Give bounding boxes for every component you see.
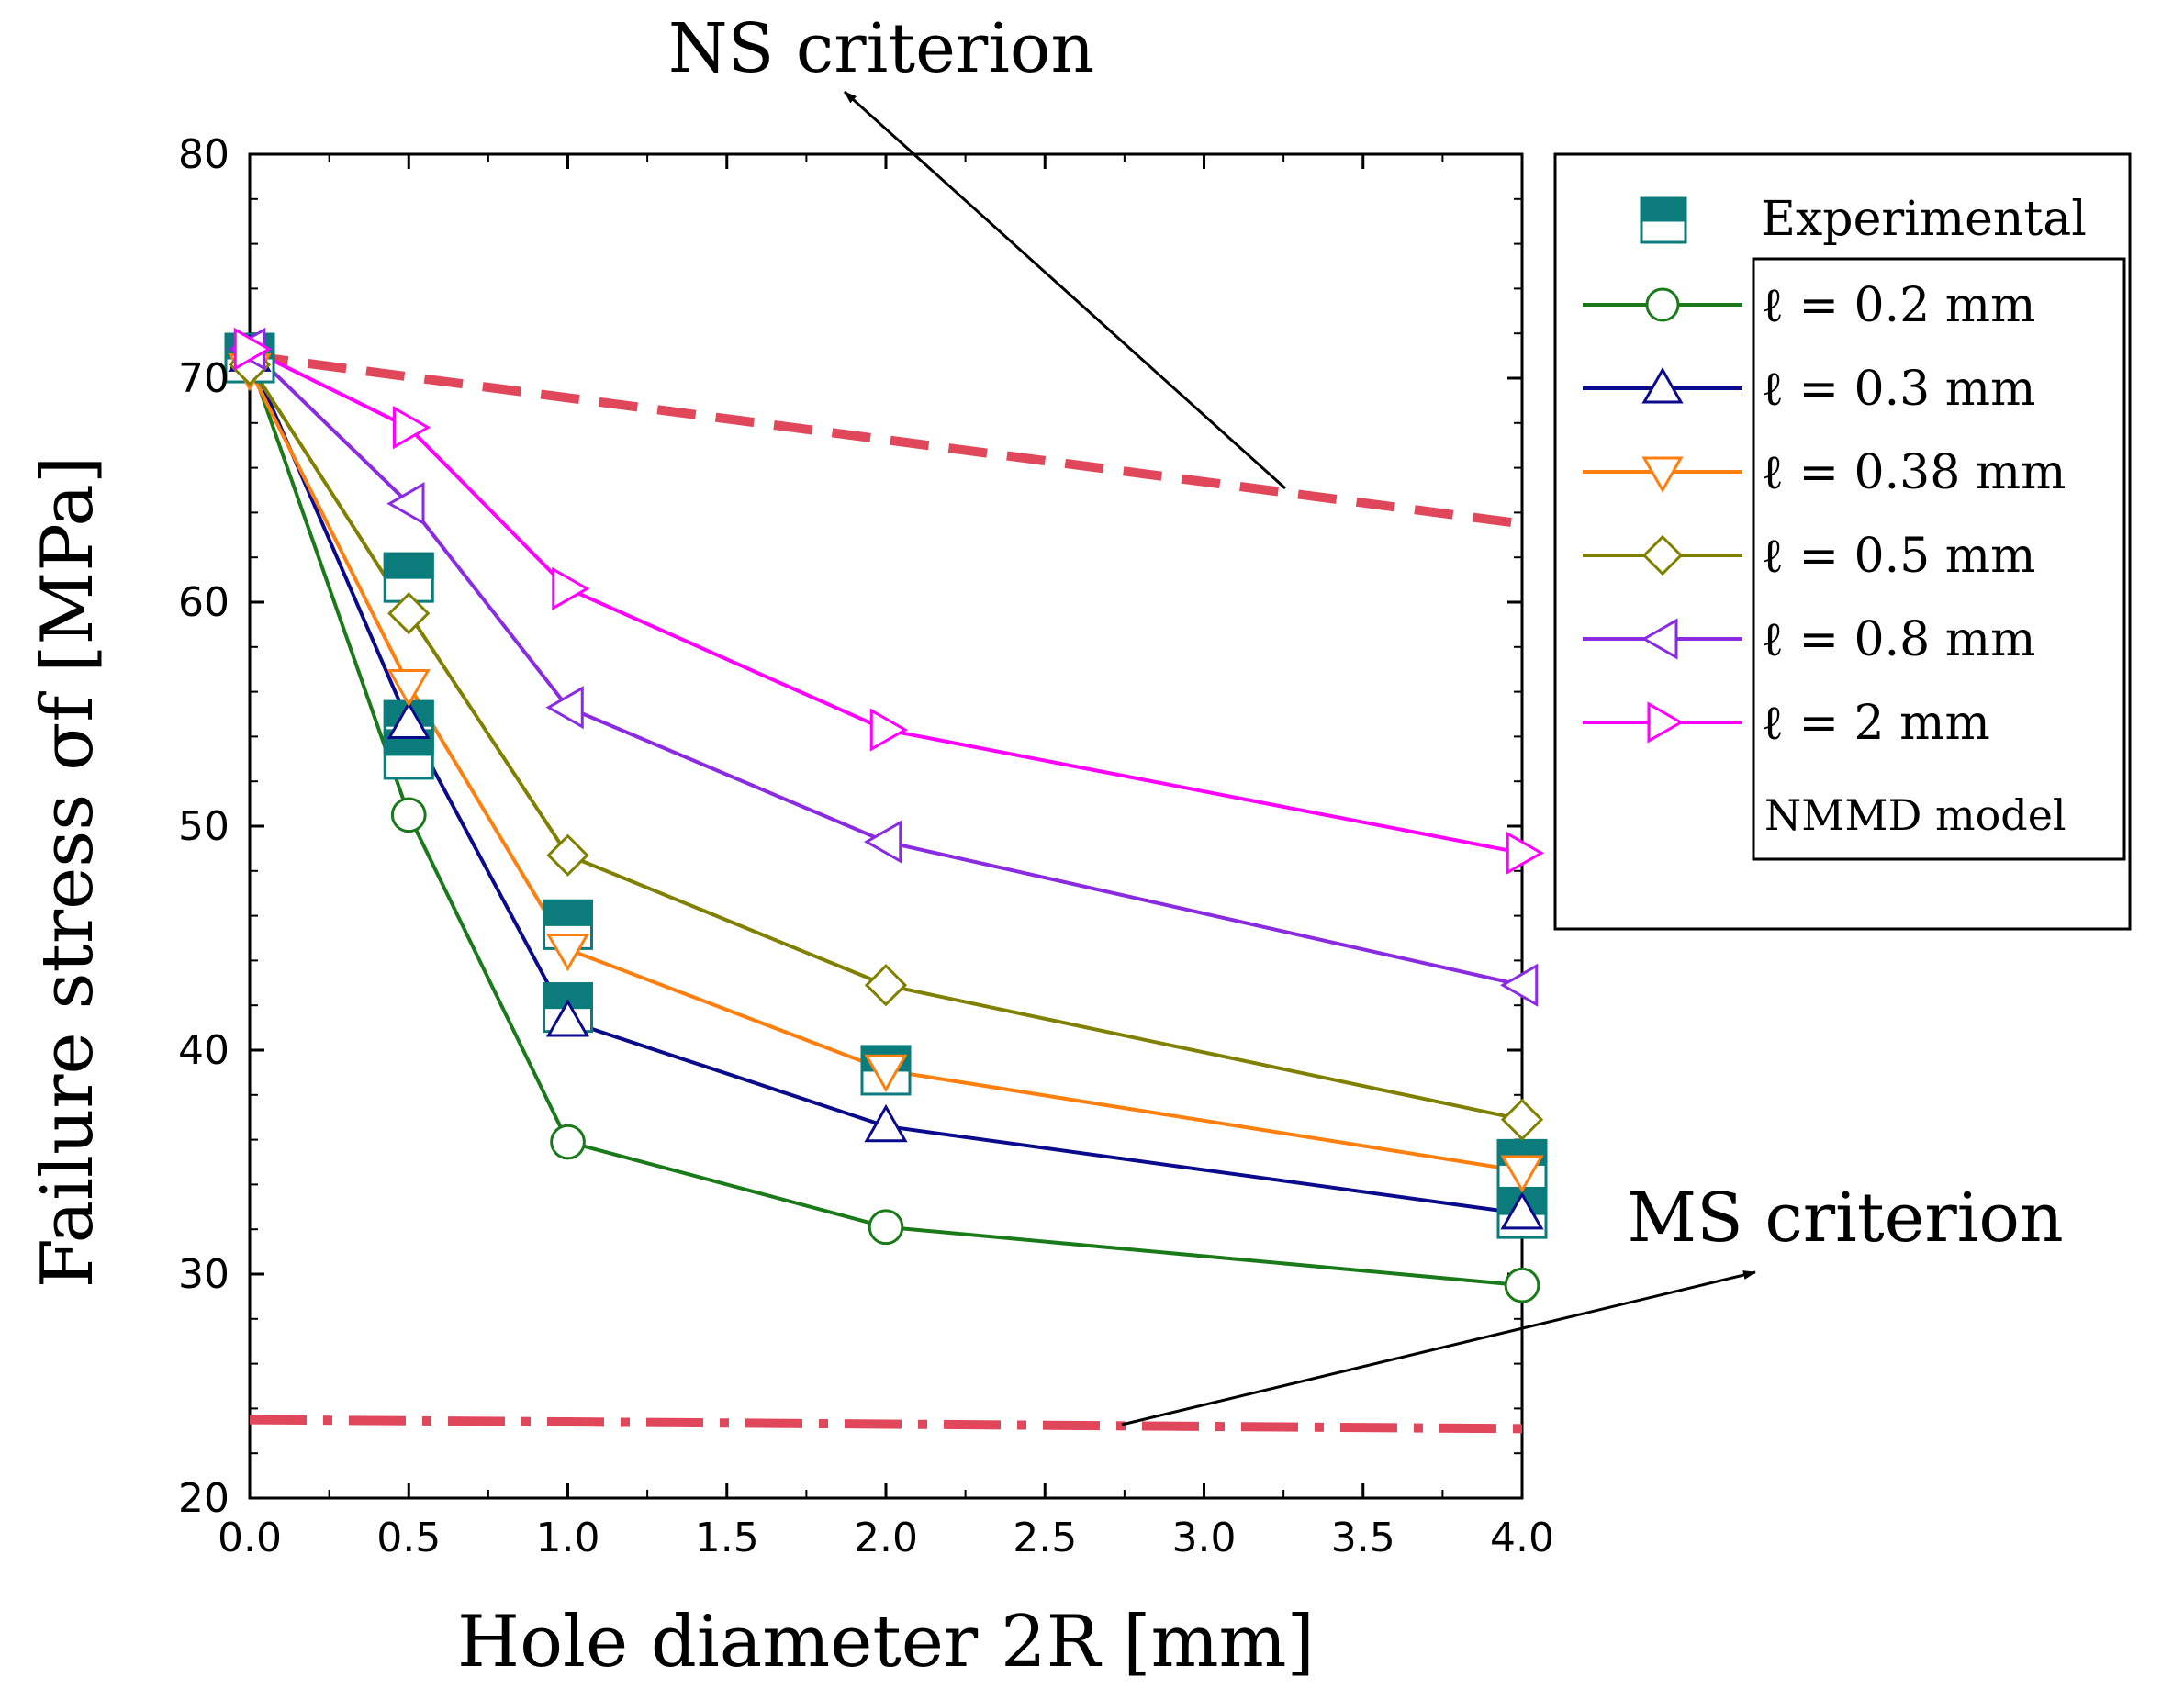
legend-marker-5: [1647, 701, 1685, 744]
legend-box: [1553, 152, 2132, 931]
legend-label-4: ℓ = 0.8 mm: [1761, 612, 2035, 667]
legend-marker-1: [1641, 366, 1684, 404]
plot-frame: [248, 152, 1524, 1500]
series-point-4: [1499, 963, 1539, 1007]
series-point-5: [552, 566, 590, 610]
legend-inner-box: [1752, 257, 2126, 861]
ns-criterion-label: NS criterion: [668, 9, 1094, 88]
series-point-0: [390, 797, 427, 833]
series-point-1: [386, 700, 431, 740]
y-tick-label: 60: [178, 579, 230, 626]
legend-experimental-label: Experimental: [1761, 192, 2087, 247]
series-point-1: [864, 1103, 908, 1143]
annotations: NS criterion MS criterion: [668, 9, 2064, 1426]
series-point-5: [233, 327, 273, 371]
legend-label-5: ℓ = 2 mm: [1761, 696, 1990, 751]
legend-experimental-marker: [1640, 196, 1687, 244]
experimental-points: [224, 332, 1548, 1239]
x-tick-label: 4.0: [1490, 1515, 1554, 1561]
series-point-1: [1500, 1191, 1544, 1230]
legend-marker-4: [1641, 618, 1678, 660]
plot-border: [248, 152, 1524, 1500]
series-point-2: [545, 933, 590, 972]
y-tick-label: 80: [178, 131, 230, 178]
legend-label-3: ℓ = 0.5 mm: [1761, 529, 2035, 584]
series-point-3: [387, 592, 431, 635]
series-point-1: [545, 999, 590, 1037]
ns-criterion-line: [249, 351, 1523, 529]
series-point-2: [386, 669, 431, 708]
series-point-4: [863, 820, 902, 864]
ms-criterion-line: [249, 1415, 1523, 1434]
series-markers: [227, 327, 1545, 1303]
axis-ticks: [248, 152, 1524, 1500]
y-tick-label: 70: [178, 355, 230, 402]
y-tick-label: 50: [178, 803, 230, 850]
legend-label-0: ℓ = 0.2 mm: [1761, 278, 2035, 333]
x-axis-title: Hole diameter 2R [mm]: [457, 1601, 1315, 1683]
legend-label-1: ℓ = 0.3 mm: [1761, 362, 2035, 417]
ms-criterion-arrow: [1121, 1270, 1756, 1426]
series-point-4: [386, 482, 425, 526]
series-point-3: [546, 833, 589, 877]
y-axis-title: Failure stress σf [MPa]: [27, 456, 109, 1288]
ns-criterion-arrow: [843, 90, 1287, 490]
series-point-3: [864, 964, 908, 1007]
series-point-4: [545, 686, 584, 730]
series-point-0: [550, 1124, 586, 1160]
series-point-3: [1500, 1098, 1544, 1141]
tick-labels: 0.0 0.5 1.0 1.5 2.0 2.5 3.0 3.5 4.0 20 30 40 50 60 70 8…: [178, 131, 1554, 1561]
x-tick-label: 1.0: [536, 1515, 600, 1561]
legend: Experimental ℓ = 0.2 mm ℓ = 0.3 mm ℓ = 0.38…: [1553, 152, 2132, 931]
series-lines: [248, 347, 1523, 1288]
legend-marker-2: [1641, 456, 1684, 494]
x-tick-label: 0.0: [218, 1515, 282, 1561]
x-tick-label: 0.5: [376, 1515, 441, 1561]
series-point-2: [1500, 1155, 1544, 1193]
y-tick-label: 20: [178, 1475, 230, 1522]
x-tick-label: 3.0: [1172, 1515, 1237, 1561]
criteria-lines: [249, 351, 1523, 1434]
x-tick-label: 2.5: [1013, 1515, 1077, 1561]
legend-note: NMMD model: [1764, 790, 2066, 840]
x-tick-label: 1.5: [695, 1515, 759, 1561]
series-line-5: [249, 347, 1523, 856]
ms-criterion-label: MS criterion: [1627, 1179, 2063, 1258]
series-point-5: [393, 406, 431, 450]
series-point-0: [868, 1209, 904, 1246]
series-point-5: [869, 708, 909, 752]
x-tick-label: 2.0: [854, 1515, 918, 1561]
series-point-5: [1506, 831, 1545, 875]
x-tick-label: 3.5: [1331, 1515, 1395, 1561]
series-point-0: [1504, 1267, 1540, 1303]
legend-marker-3: [1641, 534, 1684, 576]
y-tick-label: 30: [178, 1251, 230, 1298]
y-tick-label: 40: [178, 1027, 230, 1074]
legend-label-2: ℓ = 0.38 mm: [1761, 445, 2066, 500]
series-point-2: [864, 1054, 908, 1092]
series-line-4: [248, 347, 1523, 988]
legend-marker-0: [1645, 287, 1680, 322]
